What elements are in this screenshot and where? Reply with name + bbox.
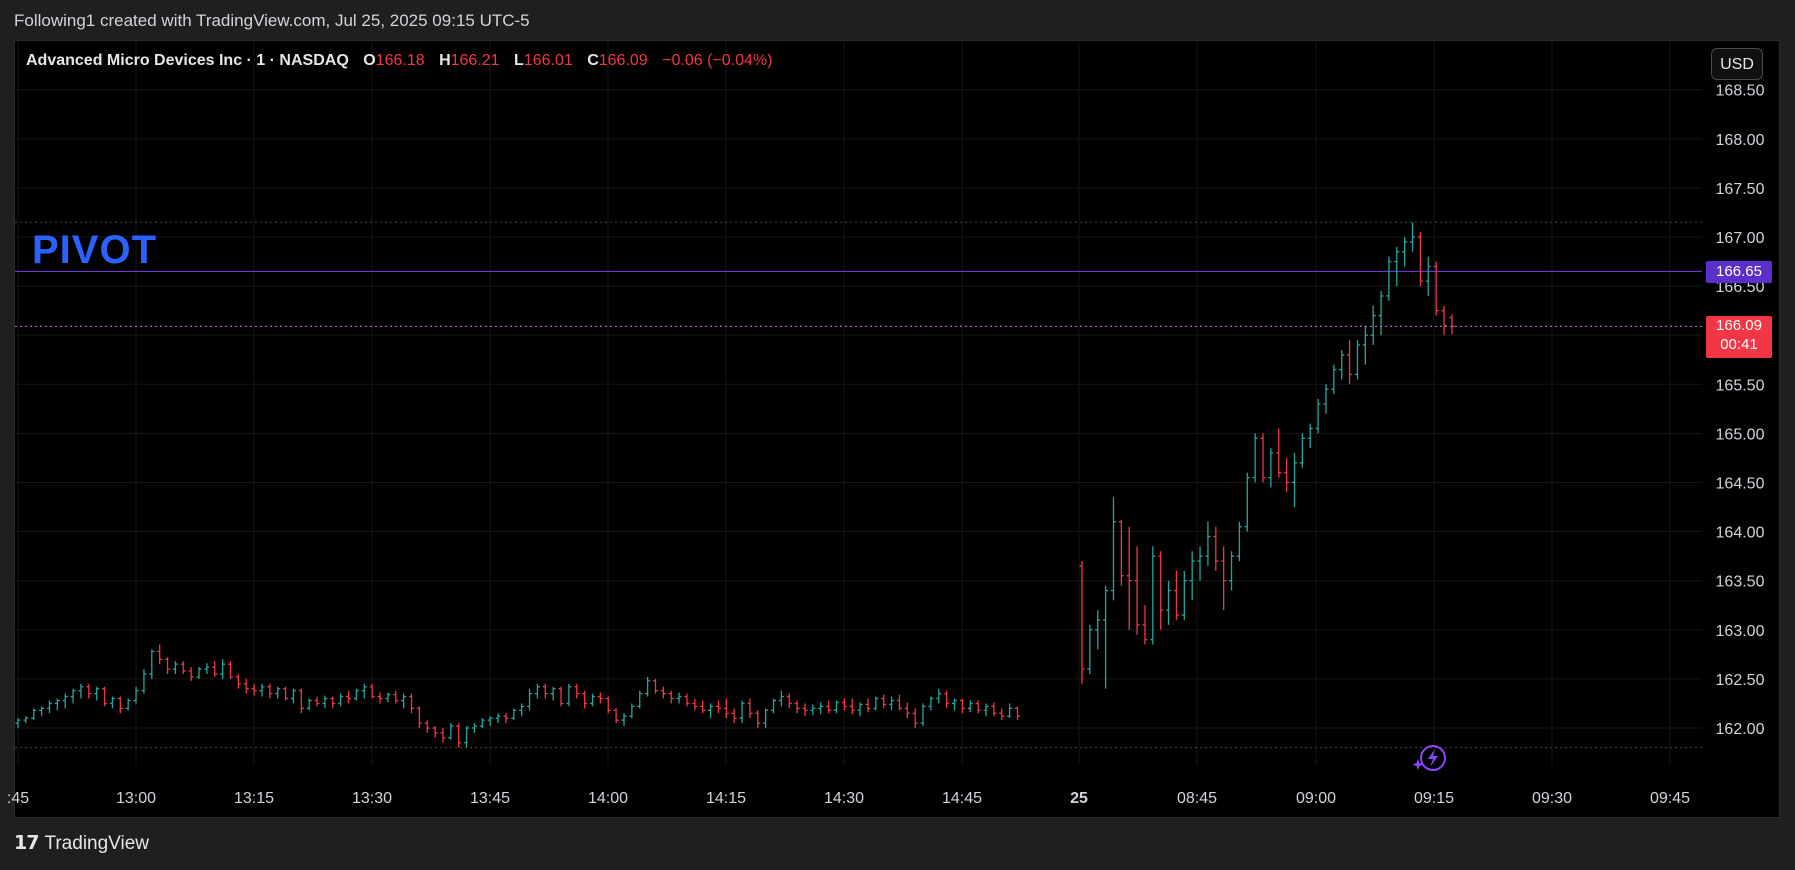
footer-brand[interactable]: 𝟭𝟳 TradingView xyxy=(14,832,149,855)
pivot-price-tag: 166.65 xyxy=(1706,261,1772,283)
y-tick-label: 163.00 xyxy=(1716,623,1765,640)
low-label: L xyxy=(514,52,524,69)
tradingview-logo-icon: 𝟭𝟳 xyxy=(14,833,39,854)
open-value: 166.18 xyxy=(375,52,425,69)
x-tick-label: 13:45 xyxy=(470,790,510,807)
y-tick-label: 167.00 xyxy=(1716,230,1765,247)
high-value: 166.21 xyxy=(450,52,500,69)
x-tick-label: 25 xyxy=(1070,790,1088,807)
x-tick-label: 14:00 xyxy=(588,790,628,807)
x-tick-label: 08:45 xyxy=(1177,790,1217,807)
bar-countdown: 00:41 xyxy=(1720,336,1758,353)
chart-caption: Following1 created with TradingView.com,… xyxy=(14,11,530,30)
y-tick-label: 167.50 xyxy=(1716,181,1765,198)
change-value: −0.06 (−0.04%) xyxy=(662,52,773,69)
x-tick-label: 09:15 xyxy=(1414,790,1454,807)
chart-pane[interactable] xyxy=(14,40,1780,818)
x-tick-label: 09:00 xyxy=(1296,790,1336,807)
y-tick-label: 164.50 xyxy=(1716,476,1765,493)
currency-button[interactable]: USD xyxy=(1711,48,1763,80)
symbol-name[interactable]: Advanced Micro Devices Inc · 1 · NASDAQ xyxy=(26,52,349,69)
x-tick-label: 09:45 xyxy=(1650,790,1690,807)
y-tick-label: 165.00 xyxy=(1716,426,1765,443)
close-label: C xyxy=(587,52,599,69)
pivot-annotation[interactable]: PIVOT xyxy=(32,228,158,272)
x-tick-label: :45 xyxy=(7,790,29,807)
y-tick-label: 162.50 xyxy=(1716,672,1765,689)
x-tick-label: 13:30 xyxy=(352,790,392,807)
y-tick-label: 163.50 xyxy=(1716,574,1765,591)
high-label: H xyxy=(439,52,451,69)
x-tick-label: 09:30 xyxy=(1532,790,1572,807)
y-tick-label: 165.50 xyxy=(1716,377,1765,394)
y-tick-label: 162.00 xyxy=(1716,721,1765,738)
last-price-value: 166.09 xyxy=(1716,317,1762,334)
y-tick-label: 164.00 xyxy=(1716,525,1765,542)
brand-name: TradingView xyxy=(44,832,150,854)
low-value: 166.01 xyxy=(523,52,573,69)
x-tick-label: 13:15 xyxy=(234,790,274,807)
x-tick-label: 13:00 xyxy=(116,790,156,807)
open-label: O xyxy=(363,52,376,69)
x-tick-label: 14:15 xyxy=(706,790,746,807)
x-tick-label: 14:30 xyxy=(824,790,864,807)
y-tick-label: 168.50 xyxy=(1716,83,1765,100)
symbol-legend: Advanced Micro Devices Inc · 1 · NASDAQ … xyxy=(26,52,772,70)
close-value: 166.09 xyxy=(598,52,648,69)
x-tick-label: 14:45 xyxy=(942,790,982,807)
y-tick-label: 166.50 xyxy=(1716,279,1765,296)
sparkle-lightning-icon[interactable] xyxy=(1412,743,1448,773)
last-price-tag: 166.09 00:41 xyxy=(1706,316,1772,358)
y-tick-label: 168.00 xyxy=(1716,132,1765,149)
